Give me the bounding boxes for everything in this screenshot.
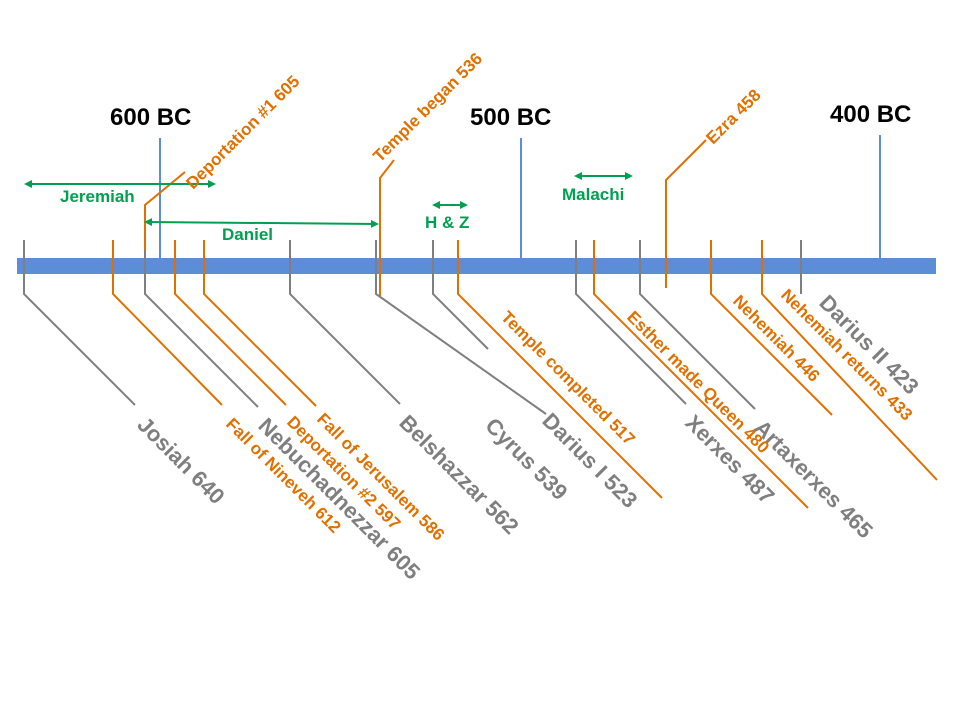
century-label-400: 400 BC	[830, 101, 911, 128]
timeline-axis	[17, 258, 936, 274]
leader-nebuchadnezzar	[144, 240, 259, 408]
leader-belshazzar	[289, 240, 401, 405]
century-label-600: 600 BC	[110, 104, 191, 131]
event-ezra: Ezra 458	[702, 86, 764, 148]
prophet-jeremiah: Jeremiah	[60, 187, 135, 206]
leader-cyrus	[432, 240, 489, 350]
leader-temple-completed	[457, 240, 663, 499]
leader-fall-of-jerusalem	[203, 240, 317, 407]
event-temple-began: Temple began 536	[369, 49, 486, 166]
leader-temple-began	[379, 159, 395, 296]
prophet-daniel: Daniel	[222, 225, 273, 244]
daniel-span	[144, 218, 379, 228]
leader-josiah	[23, 240, 136, 406]
leader-ezra	[665, 139, 707, 288]
leader-esther	[593, 240, 809, 509]
century-label-500: 500 BC	[470, 104, 551, 131]
leader-nehemiah-returns	[761, 240, 938, 481]
leader-artaxerxes	[639, 240, 756, 410]
person-josiah: Josiah 640	[132, 412, 229, 509]
event-deportation-1: Deportation #1 605	[182, 72, 303, 193]
leader-darius-i	[375, 240, 547, 415]
leader-deportation-2	[174, 240, 287, 406]
prophet-hz: H & Z	[425, 213, 469, 232]
people-leaders	[23, 240, 802, 415]
leader-xerxes	[575, 240, 687, 405]
leader-nehemiah	[710, 240, 833, 416]
prophet-arrows	[24, 172, 633, 228]
prophet-malachi: Malachi	[562, 185, 624, 204]
leader-fall-of-nineveh	[112, 240, 223, 406]
events-below-leaders	[112, 240, 938, 509]
